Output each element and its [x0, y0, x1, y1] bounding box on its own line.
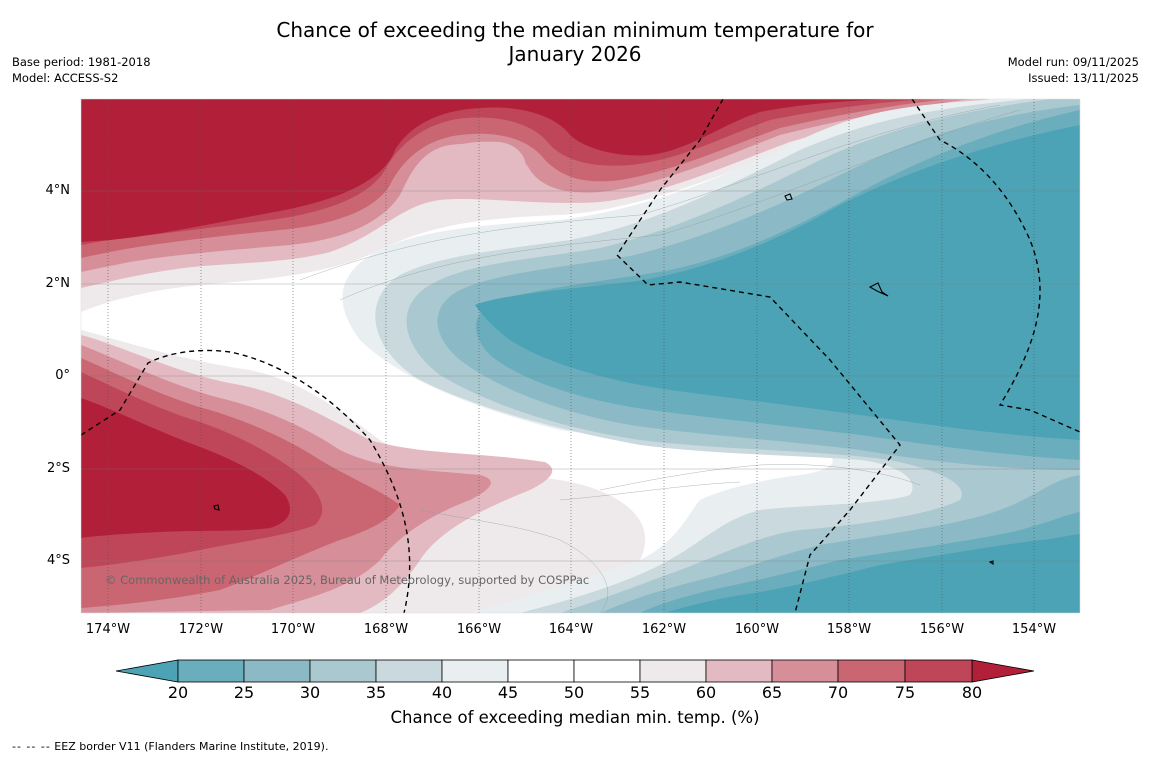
meta-left: Base period: 1981-2018 Model: ACCESS-S2	[12, 55, 151, 86]
colorbar-seg-60-65	[705, 659, 773, 683]
map-frame	[80, 98, 1081, 614]
lon-tick-label: 170°W	[270, 622, 316, 637]
colorbar-tick: 40	[431, 683, 453, 702]
eez-borders	[81, 99, 1080, 613]
title-line-2: January 2026	[508, 42, 642, 66]
colorbar-arrow-right	[971, 659, 1035, 683]
lon-tick-label: 168°W	[363, 622, 409, 637]
lat-tick-label: 0°	[55, 368, 70, 383]
issued-date: Issued: 13/11/2025	[1028, 70, 1139, 85]
meta-right: Model run: 09/11/2025 Issued: 13/11/2025	[1008, 55, 1139, 86]
lon-tick-label: 158°W	[826, 622, 872, 637]
eez-legend-dash: -- -- --	[12, 740, 51, 753]
colorbar-seg-30-35	[309, 659, 377, 683]
lon-tick-label: 154°W	[1011, 622, 1057, 637]
colorbar-arrow-left	[115, 659, 179, 683]
colorbar-tick: 50	[563, 683, 585, 702]
colorbar-tick: 80	[961, 683, 983, 702]
lon-tick-label: 160°W	[734, 622, 780, 637]
lon-tick-label: 166°W	[456, 622, 502, 637]
colorbar-tick: 20	[167, 683, 189, 702]
map-plot: © Commonwealth of Australia 2025, Bureau…	[81, 99, 1080, 613]
colorbar-label: Chance of exceeding median min. temp. (%…	[390, 708, 760, 727]
eez-legend-text: EEZ border V11 (Flanders Marine Institut…	[50, 740, 329, 753]
lat-gridlines	[81, 190, 1080, 562]
colorbar-tick: 55	[629, 683, 651, 702]
colorbar-tick: 70	[827, 683, 849, 702]
colorbar-seg-20-25	[177, 659, 245, 683]
colorbar-seg-40-45	[441, 659, 509, 683]
colorbar-seg-55-60	[639, 659, 707, 683]
colorbar-seg-35-40	[375, 659, 443, 683]
colorbar-tick: 25	[233, 683, 255, 702]
contour-pink-blob	[438, 141, 527, 189]
copyright-text: © Commonwealth of Australia 2025, Bureau…	[105, 573, 589, 587]
lon-tick-label: 164°W	[548, 622, 594, 637]
footer-legend: -- -- -- EEZ border V11 (Flanders Marine…	[12, 740, 328, 753]
model-run: Model run: 09/11/2025	[1007, 55, 1139, 69]
lon-tick-label: 162°W	[641, 622, 687, 637]
lat-tick-label: 4°N	[45, 183, 71, 198]
lat-tick-label: 4°S	[46, 553, 70, 568]
colorbar-seg-65-70	[771, 659, 839, 683]
model-name: Model: ACCESS-S2	[12, 70, 119, 85]
contour-e-below20	[475, 125, 1080, 613]
colorbar-tick: 45	[497, 683, 519, 702]
lon-tick-label: 156°W	[919, 622, 965, 637]
colorbar-tick: 65	[761, 683, 783, 702]
colorbar-seg-45-50	[507, 659, 575, 683]
colorbar-tick: 30	[299, 683, 321, 702]
base-period: Base period: 1981-2018	[12, 55, 151, 69]
title-line-1: Chance of exceeding the median minimum t…	[276, 18, 874, 42]
contour-sw-above80	[81, 398, 290, 538]
colorbar-seg-75-80	[904, 659, 973, 683]
colorbar-seg-70-75	[837, 659, 906, 683]
colorbar	[115, 659, 1035, 683]
colorbar-tick: 35	[365, 683, 387, 702]
contour-nw-above80	[81, 99, 900, 242]
colorbar-seg-25-30	[243, 659, 311, 683]
chart-title: Chance of exceeding the median minimum t…	[0, 18, 1150, 66]
lon-tick-label: 174°W	[85, 622, 131, 637]
lon-tick-label: 172°W	[178, 622, 224, 637]
lat-tick-label: 2°S	[46, 461, 70, 476]
islands	[213, 193, 994, 566]
colorbar-tick: 75	[894, 683, 916, 702]
colorbar-tick: 60	[695, 683, 717, 702]
colorbar-seg-50-55	[573, 659, 641, 683]
lat-tick-label: 2°N	[45, 276, 71, 291]
